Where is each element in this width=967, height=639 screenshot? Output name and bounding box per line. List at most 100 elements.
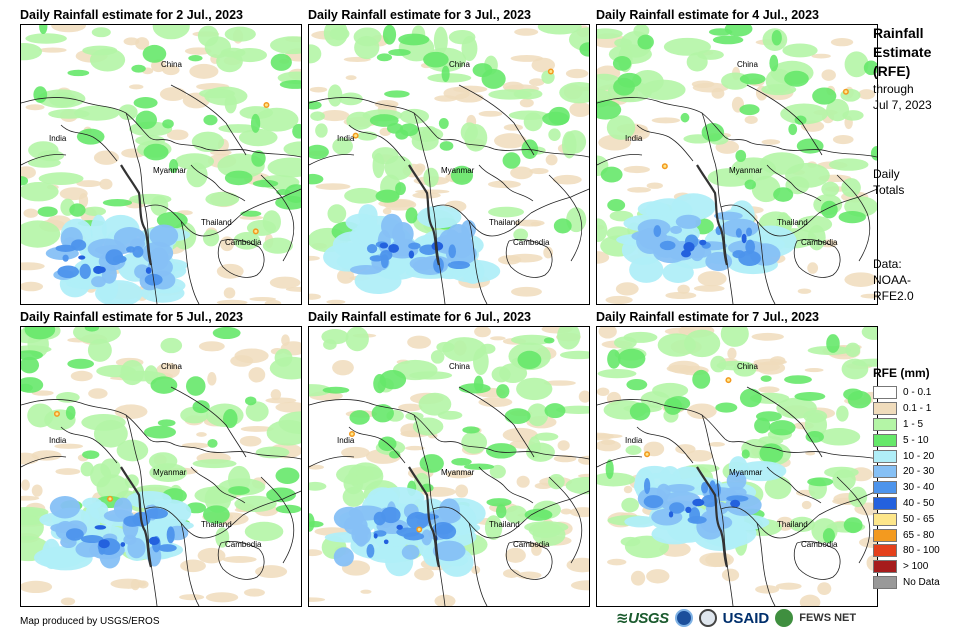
legend-title: RFE (mm) xyxy=(873,366,930,380)
rainfall-map-svg: China India Myanmar Thailand Cambodia xyxy=(309,327,589,606)
legend-item: 10 - 20 xyxy=(873,448,940,464)
legend-label: 50 - 65 xyxy=(903,513,935,525)
legend-item: 80 - 100 xyxy=(873,543,940,559)
rfe-title-line2: Estimate xyxy=(873,44,932,60)
country-label-thailand: Thailand xyxy=(489,520,520,529)
country-label-thailand: Thailand xyxy=(777,218,808,227)
country-label-cambodia: Cambodia xyxy=(801,540,838,549)
data-source: Data: NOAA- RFE2.0 xyxy=(873,256,914,304)
country-label-cambodia: Cambodia xyxy=(225,540,262,549)
country-label-myanmar: Myanmar xyxy=(729,166,763,175)
totals-line1: Daily xyxy=(873,167,900,181)
country-label-myanmar: Myanmar xyxy=(441,468,475,477)
country-label-thailand: Thailand xyxy=(777,520,808,529)
data-line1: Data: xyxy=(873,257,902,271)
usaid-logo: USAID xyxy=(722,609,770,627)
rainfall-map-svg: China India Myanmar Thailand Cambodia xyxy=(21,327,301,606)
country-label-myanmar: Myanmar xyxy=(153,468,187,477)
agency-logos: ≋USGS USAID FEWS NET xyxy=(616,609,856,627)
rfe-title-line3: (RFE) xyxy=(873,63,911,79)
legend-label: 20 - 30 xyxy=(903,466,935,478)
legend-swatch xyxy=(873,528,897,542)
legend-item: 20 - 30 xyxy=(873,464,940,480)
legend-item: 30 - 40 xyxy=(873,480,940,496)
country-label-china: China xyxy=(449,362,470,371)
legend-label: 5 - 10 xyxy=(903,434,929,446)
rainfall-map: China India Myanmar Thailand Cambodia xyxy=(308,24,590,305)
panel-title: Daily Rainfall estimate for 6 Jul., 2023 xyxy=(308,310,532,324)
panel-title: Daily Rainfall estimate for 3 Jul., 2023 xyxy=(308,8,532,22)
country-label-myanmar: Myanmar xyxy=(153,166,187,175)
rfe-legend: RFE (mm) 0 - 0.1 0.1 - 1 1 - 5 5 - 10 10 - 2… xyxy=(873,366,940,590)
data-line3: RFE2.0 xyxy=(873,289,914,303)
rfe-info: Rainfall Estimate (RFE) through Jul 7, 2… xyxy=(873,24,932,113)
legend-swatch xyxy=(873,560,897,574)
rainfall-map: China India Myanmar Thailand Cambodia xyxy=(596,24,878,305)
country-label-myanmar: Myanmar xyxy=(729,468,763,477)
legend-label: > 100 xyxy=(903,561,929,573)
country-label-china: China xyxy=(161,60,182,69)
rainfall-map-svg: China India Myanmar Thailand Cambodia xyxy=(597,327,877,606)
panel-title: Daily Rainfall estimate for 4 Jul., 2023 xyxy=(596,8,820,22)
country-label-china: China xyxy=(161,362,182,371)
country-label-india: India xyxy=(625,436,643,445)
legend-label: 1 - 5 xyxy=(903,418,924,430)
rainfall-map-svg: China India Myanmar Thailand Cambodia xyxy=(21,25,301,304)
country-label-cambodia: Cambodia xyxy=(513,238,550,247)
country-label-myanmar: Myanmar xyxy=(441,166,475,175)
panel-title: Daily Rainfall estimate for 2 Jul., 2023 xyxy=(20,8,244,22)
country-label-thailand: Thailand xyxy=(489,218,520,227)
rainfall-map-svg: China India Myanmar Thailand Cambodia xyxy=(309,25,589,304)
country-label-india: India xyxy=(337,134,355,143)
interior-seal-icon xyxy=(698,609,717,627)
data-line2: NOAA- xyxy=(873,273,912,287)
rfe-date: Jul 7, 2023 xyxy=(873,98,932,112)
legend-item: No Data xyxy=(873,575,940,591)
legend-label: 10 - 20 xyxy=(903,450,935,462)
legend-item: 5 - 10 xyxy=(873,432,940,448)
country-label-china: China xyxy=(737,60,758,69)
country-label-india: India xyxy=(49,436,67,445)
country-label-india: India xyxy=(337,436,355,445)
legend-rows: 0 - 0.1 0.1 - 1 1 - 5 5 - 10 10 - 20 20 - 30 3… xyxy=(873,385,940,590)
country-label-india: India xyxy=(625,134,643,143)
legend-swatch xyxy=(873,512,897,526)
country-label-india: India xyxy=(49,134,67,143)
legend-swatch xyxy=(873,544,897,558)
legend-label: 0.1 - 1 xyxy=(903,403,932,415)
legend-item: 65 - 80 xyxy=(873,527,940,543)
rainfall-map: China India Myanmar Thailand Cambodia xyxy=(20,326,302,607)
legend-label: 65 - 80 xyxy=(903,529,935,541)
legend-swatch xyxy=(873,402,897,416)
rainfall-map-svg: China India Myanmar Thailand Cambodia xyxy=(597,25,877,304)
legend-item: 50 - 65 xyxy=(873,511,940,527)
legend-item: 0.1 - 1 xyxy=(873,401,940,417)
legend-swatch xyxy=(873,386,897,400)
country-label-china: China xyxy=(737,362,758,371)
legend-item: 0 - 0.1 xyxy=(873,385,940,401)
country-label-cambodia: Cambodia xyxy=(513,540,550,549)
rainfall-map: China India Myanmar Thailand Cambodia xyxy=(20,24,302,305)
legend-swatch xyxy=(873,481,897,495)
legend-label: 30 - 40 xyxy=(903,482,935,494)
legend-swatch xyxy=(873,465,897,479)
country-label-china: China xyxy=(449,60,470,69)
legend-swatch xyxy=(873,575,897,589)
legend-item: > 100 xyxy=(873,559,940,575)
fews-net-icon xyxy=(775,609,794,627)
rfe-through: through xyxy=(873,82,914,96)
legend-swatch xyxy=(873,449,897,463)
legend-swatch xyxy=(873,496,897,510)
legend-label: 40 - 50 xyxy=(903,497,935,509)
rainfall-map: China India Myanmar Thailand Cambodia xyxy=(596,326,878,607)
legend-label: No Data xyxy=(903,576,940,588)
panel-title: Daily Rainfall estimate for 5 Jul., 2023 xyxy=(20,310,244,324)
legend-item: 40 - 50 xyxy=(873,496,940,512)
rainfall-map: China India Myanmar Thailand Cambodia xyxy=(308,326,590,607)
legend-swatch xyxy=(873,433,897,447)
map-credit: Map produced by USGS/EROS xyxy=(20,616,160,627)
noaa-logo-icon xyxy=(674,609,693,627)
legend-label: 0 - 0.1 xyxy=(903,387,932,399)
country-label-cambodia: Cambodia xyxy=(801,238,838,247)
legend-label: 80 - 100 xyxy=(903,545,940,557)
